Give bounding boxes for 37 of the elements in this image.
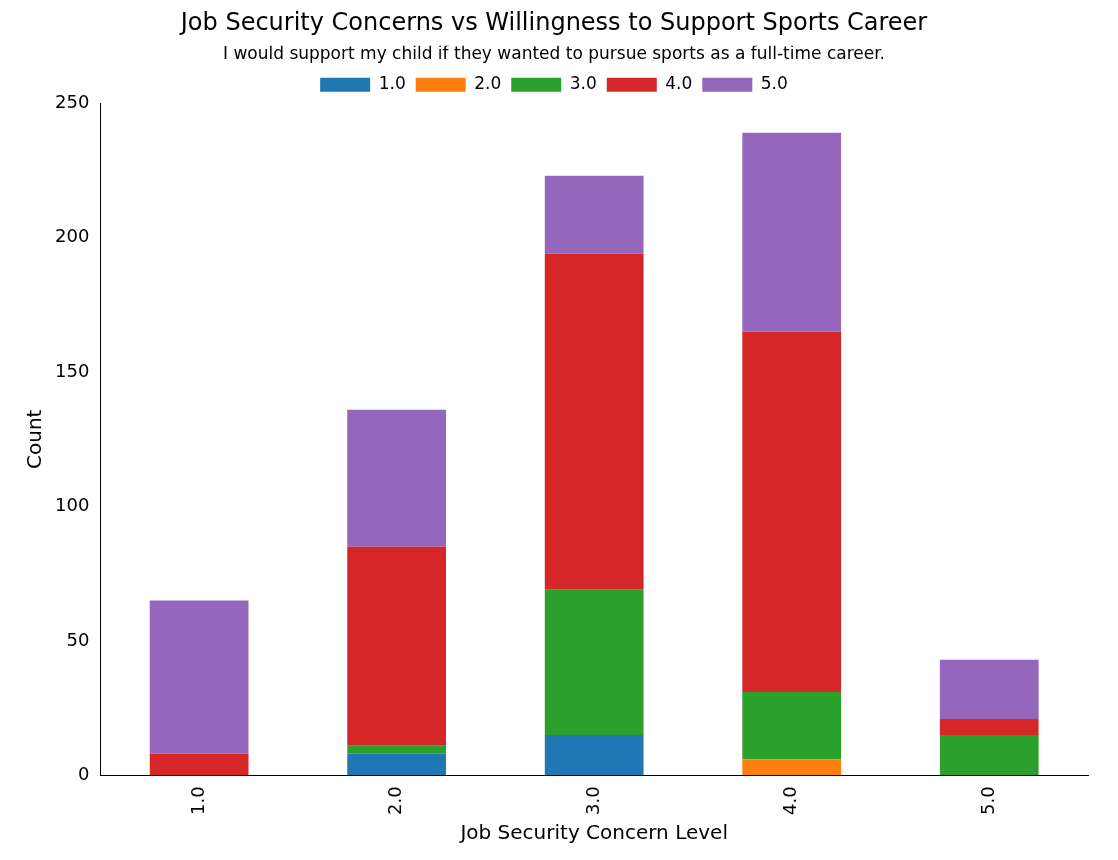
x-tick-label: 4.0 (779, 786, 801, 816)
bar (742, 759, 842, 776)
x-tick-label: 3.0 (581, 786, 603, 816)
x-tick-label: 2.0 (384, 786, 406, 816)
y-tick-label: 0 (77, 763, 90, 785)
bar (149, 600, 249, 754)
y-tick-label: 50 (66, 628, 90, 650)
bar (347, 753, 447, 776)
bar (347, 546, 447, 746)
bar (347, 745, 447, 754)
bar (149, 753, 249, 776)
legend-label: 3.0 (569, 73, 597, 94)
legend-label: 5.0 (760, 73, 788, 94)
bar (939, 659, 1039, 719)
y-axis-title: Count (22, 409, 47, 469)
y-tick-label: 250 (55, 90, 90, 112)
bar (544, 175, 644, 254)
bar (742, 692, 842, 760)
bar (347, 409, 447, 547)
bar (544, 589, 644, 736)
legend-label: 4.0 (665, 73, 693, 94)
y-tick-label: 150 (55, 359, 90, 381)
x-tick-label: 1.0 (186, 786, 208, 816)
bar (544, 253, 644, 590)
bar (544, 735, 644, 776)
bar (742, 331, 842, 693)
legend-title: I would support my child if they wanted to pursue sports as a full-time career. (222, 42, 886, 63)
bar (939, 735, 1039, 776)
bar (939, 718, 1039, 736)
bar (742, 132, 842, 332)
legend-label: 1.0 (378, 73, 406, 94)
y-tick-label: 200 (55, 225, 90, 247)
chart-title: Job Security Concerns vs Willingness to Support Sports Career (178, 7, 928, 36)
x-axis-title: Job Security Concern Level (458, 820, 728, 845)
x-tick-label: 5.0 (976, 786, 998, 816)
legend-label: 2.0 (474, 73, 502, 94)
y-tick-label: 100 (55, 494, 90, 516)
